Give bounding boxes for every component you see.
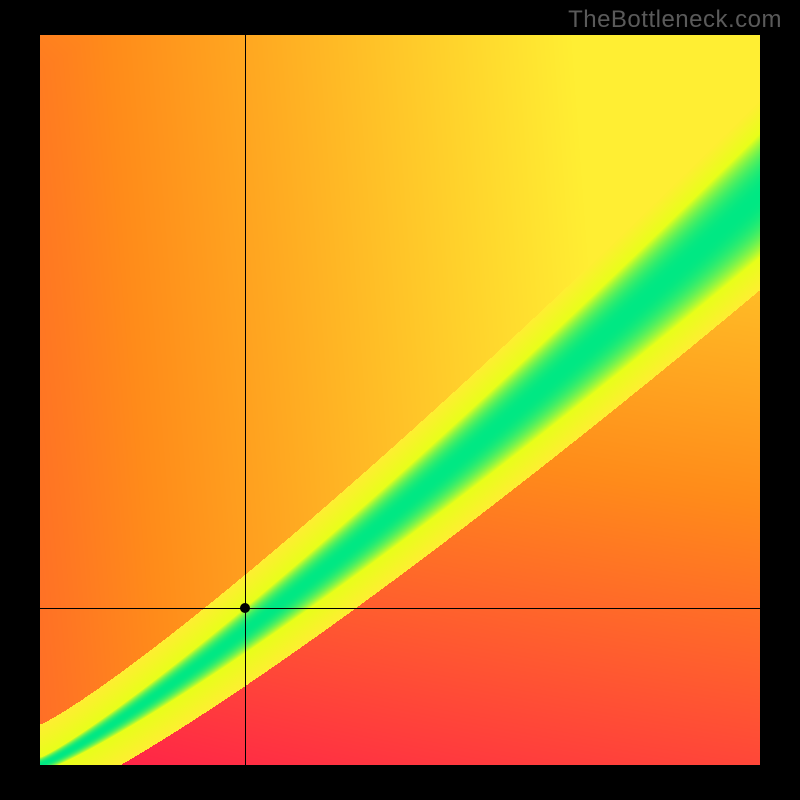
crosshair-horizontal	[40, 608, 760, 609]
heatmap-plot	[40, 35, 760, 765]
heatmap-canvas	[40, 35, 760, 765]
crosshair-vertical	[245, 35, 246, 765]
marker-point	[240, 603, 250, 613]
watermark-text: TheBottleneck.com	[568, 6, 782, 34]
